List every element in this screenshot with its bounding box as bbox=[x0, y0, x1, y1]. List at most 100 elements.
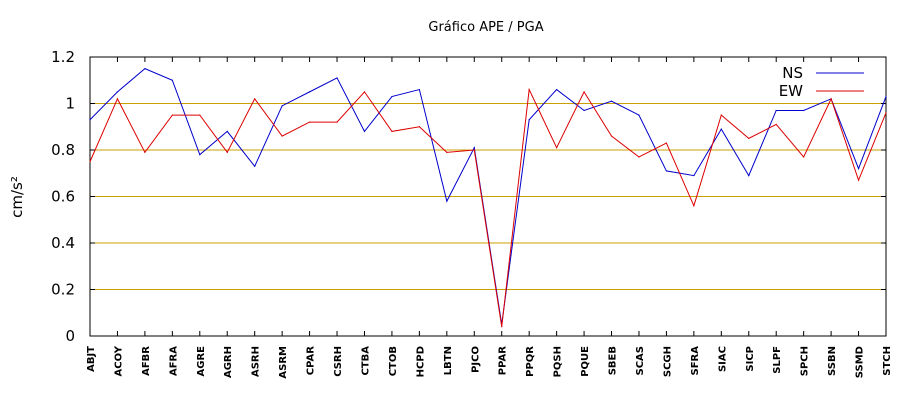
data-point-ns bbox=[665, 170, 668, 172]
data-point-ew bbox=[583, 91, 585, 93]
data-point-ns bbox=[363, 130, 366, 132]
data-point-ns bbox=[693, 174, 695, 177]
x-tick-label: LBTN bbox=[443, 346, 454, 375]
data-point-ew bbox=[226, 151, 228, 153]
data-point-ew bbox=[528, 88, 530, 91]
data-point-ew bbox=[775, 123, 777, 126]
y-tick-label: 0.2 bbox=[51, 281, 75, 299]
data-point-ns bbox=[583, 109, 585, 112]
y-axis-label: cm/s² bbox=[8, 176, 26, 218]
data-point-ns bbox=[116, 91, 119, 93]
x-tick-label: CPAR bbox=[306, 346, 317, 375]
data-point-ew bbox=[199, 114, 201, 116]
data-point-ew bbox=[308, 121, 311, 123]
data-point-ew bbox=[336, 121, 338, 123]
x-tick-label: SBEB bbox=[608, 346, 619, 375]
data-point-ew bbox=[720, 114, 722, 116]
data-point-ew bbox=[171, 114, 173, 116]
data-point-ns bbox=[308, 91, 311, 93]
data-point-ns bbox=[336, 77, 338, 79]
data-point-ew bbox=[144, 151, 146, 153]
data-point-ns bbox=[556, 88, 558, 91]
data-point-ns bbox=[144, 68, 146, 70]
data-point-ns bbox=[418, 88, 420, 91]
data-point-ns bbox=[528, 119, 530, 121]
data-point-ew bbox=[446, 151, 448, 153]
data-point-ns bbox=[638, 114, 640, 116]
legend-label: NS bbox=[782, 64, 803, 82]
y-tick-label: 0.6 bbox=[51, 188, 75, 206]
data-point-ns bbox=[473, 147, 475, 149]
data-point-ns bbox=[610, 100, 613, 102]
data-point-ew bbox=[830, 98, 832, 100]
x-tick-label: CTBA bbox=[360, 346, 371, 376]
data-point-ew bbox=[281, 135, 283, 137]
x-tick-label: HCPD bbox=[415, 346, 426, 377]
data-point-ns bbox=[885, 95, 887, 98]
x-tick-label: SCGH bbox=[662, 346, 673, 377]
x-tick-label: AFBR bbox=[141, 346, 152, 376]
x-tick-label: CTOB bbox=[388, 346, 399, 376]
data-point-ns bbox=[391, 95, 393, 98]
y-tick-label: 0.8 bbox=[51, 141, 75, 159]
x-tick-label: PPAR bbox=[498, 346, 509, 375]
x-tick-label: SSMD bbox=[855, 346, 866, 378]
x-tick-label: PJCO bbox=[470, 346, 481, 373]
data-point-ew bbox=[473, 149, 475, 151]
data-point-ns bbox=[89, 119, 91, 121]
x-tick-label: PQUE bbox=[580, 346, 591, 377]
data-point-ew bbox=[89, 161, 91, 163]
data-point-ns bbox=[775, 109, 777, 112]
data-point-ew bbox=[885, 112, 887, 114]
x-tick-label: ASRH bbox=[251, 346, 262, 377]
x-tick-label: ABJT bbox=[86, 346, 97, 372]
data-point-ew bbox=[803, 156, 805, 158]
data-point-ew bbox=[857, 179, 860, 181]
x-tick-label: PQSH bbox=[553, 346, 564, 377]
data-point-ns bbox=[446, 200, 448, 202]
data-point-ew bbox=[116, 98, 119, 100]
data-point-ew bbox=[638, 156, 640, 158]
data-point-ew bbox=[556, 147, 558, 149]
x-tick-label: SPCH bbox=[800, 346, 811, 376]
y-tick-label: 1 bbox=[65, 95, 75, 113]
x-tick-label: AGRE bbox=[196, 346, 207, 377]
y-tick-label: 0.4 bbox=[51, 234, 75, 252]
data-point-ew bbox=[610, 135, 613, 137]
data-point-ns bbox=[803, 109, 805, 112]
data-point-ns bbox=[254, 165, 256, 167]
x-tick-label: AGRH bbox=[223, 346, 234, 378]
data-point-ns bbox=[748, 174, 750, 177]
x-axis: ABJT ACOY AFBR AFRA AGRE AGRH ASRH ASRM CPAR CSRH… bbox=[86, 57, 893, 379]
data-point-ew bbox=[418, 126, 420, 128]
x-tick-label: SCAS bbox=[635, 346, 646, 375]
data-point-ns bbox=[857, 168, 860, 170]
data-point-ns bbox=[171, 79, 173, 81]
data-point-ew bbox=[693, 205, 695, 207]
x-tick-label: SLPF bbox=[772, 346, 783, 374]
y-tick-label: 0 bbox=[65, 327, 75, 345]
x-tick-label: SSBN bbox=[827, 346, 838, 376]
data-point-ns bbox=[281, 105, 283, 107]
data-point-ns bbox=[226, 130, 228, 132]
data-point-ew bbox=[391, 130, 393, 132]
series-line-ew bbox=[89, 87, 887, 327]
x-tick-label: AFRA bbox=[168, 346, 179, 376]
x-tick-label: SFRA bbox=[690, 346, 701, 376]
x-tick-label: PPQR bbox=[525, 346, 536, 377]
data-point-ew bbox=[748, 137, 750, 139]
x-tick-label: SICP bbox=[745, 346, 756, 372]
data-point-ew bbox=[665, 142, 668, 144]
data-point-ew bbox=[501, 326, 503, 328]
x-tick-label: STCH bbox=[882, 346, 893, 376]
legend-label: EW bbox=[779, 82, 803, 100]
x-tick-label: ACOY bbox=[113, 345, 124, 376]
x-tick-label: ASRM bbox=[278, 346, 289, 379]
data-point-ew bbox=[254, 98, 256, 100]
grid bbox=[90, 103, 886, 290]
y-tick-label: 1.2 bbox=[51, 48, 75, 66]
series-layer bbox=[89, 68, 887, 328]
x-tick-label: CSRH bbox=[333, 346, 344, 377]
